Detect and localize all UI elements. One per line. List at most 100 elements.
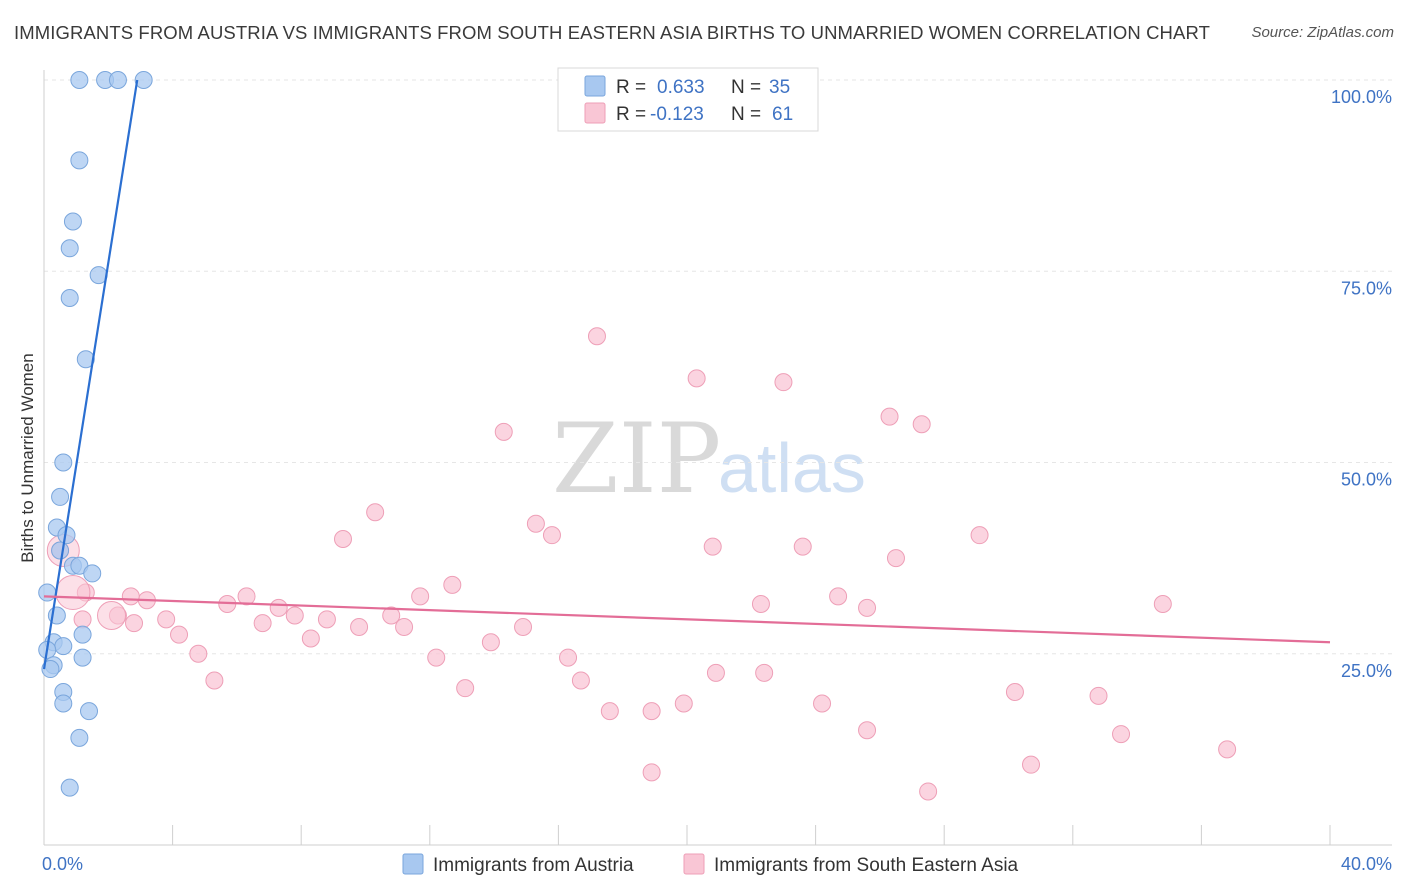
chart-title: IMMIGRANTS FROM AUSTRIA VS IMMIGRANTS FR… <box>14 22 1210 43</box>
legend-austria-r-label: R = <box>616 77 646 98</box>
seasia-point-53 <box>600 702 619 721</box>
austria-point-18 <box>38 583 57 602</box>
austria-point-2 <box>108 71 127 89</box>
austria-point-17 <box>83 564 102 583</box>
seasia-point-32 <box>317 610 336 629</box>
legend-seasia-r-label: R = <box>616 104 646 125</box>
seasia-point-27 <box>73 610 92 629</box>
austria-point-11 <box>51 487 70 506</box>
austria-point-28 <box>54 694 73 713</box>
seasia-point-6 <box>366 503 385 522</box>
austria-trend-line <box>42 79 139 670</box>
seasia-point-54 <box>642 702 661 721</box>
seasia-point-56 <box>1112 725 1131 744</box>
seasia-point-34 <box>350 617 369 636</box>
austria-point-31 <box>60 778 79 797</box>
seasia-point-21 <box>237 587 256 606</box>
seasia-point-58 <box>1022 755 1041 774</box>
legend-seasia-r-value: -0.123 <box>650 104 704 125</box>
axes <box>43 70 1392 846</box>
trend-lines <box>42 79 1331 670</box>
seasia-point-16 <box>411 587 430 606</box>
austria-point-20 <box>73 625 92 644</box>
seasia-point-4 <box>880 407 899 426</box>
legend-austria-n-label: N = <box>731 77 761 98</box>
seasia-point-7 <box>526 514 545 533</box>
seasia-point-12 <box>793 537 812 556</box>
x-ticks <box>172 825 1331 845</box>
x-tick-labels: 0.0% 40.0% <box>42 854 1392 874</box>
seasia-point-31 <box>382 606 401 625</box>
seasia-point-55 <box>858 721 877 740</box>
austria-point-6 <box>60 239 79 258</box>
seasia-point-40 <box>481 633 500 652</box>
y-tick-label-3: 100.0% <box>1331 87 1392 107</box>
watermark-zip: ZIP <box>552 403 721 515</box>
seasia-point-0 <box>587 327 606 346</box>
legend-austria-r-value: 0.633 <box>657 77 705 98</box>
seasia-point-8 <box>542 526 561 545</box>
seasia-point-41 <box>189 644 208 663</box>
seasia-point-19 <box>858 598 877 617</box>
seasia-point-9 <box>333 530 352 548</box>
seasia-point-10 <box>970 526 989 545</box>
seasia-point-45 <box>755 663 774 682</box>
seasia-point-29 <box>157 610 176 629</box>
legend-stats: R = 0.633 N = 35 R = -0.123 N = 61 <box>557 67 819 132</box>
legend-bottom-seasia-label: Immigrants from South Eastern Asia <box>714 855 1019 876</box>
legend-bottom-seasia-swatch <box>683 853 705 875</box>
y-axis-label: Births to Unmarried Women <box>18 353 37 562</box>
seasia-point-5 <box>912 415 931 434</box>
seasia-point-44 <box>706 663 725 682</box>
seasia-point-20 <box>1153 595 1172 614</box>
austria-point-24 <box>73 648 92 667</box>
seasia-point-60 <box>919 782 938 801</box>
y-tick-labels: 25.0% 50.0% 75.0% 100.0% <box>1331 87 1392 681</box>
seasia-point-49 <box>1005 683 1024 701</box>
seasia-cluster-1 <box>55 575 91 611</box>
watermark: ZIP atlas <box>552 403 866 515</box>
seasia-point-2 <box>774 373 793 392</box>
x-tick-label-1: 40.0% <box>1341 854 1392 874</box>
legend-austria-swatch <box>584 75 606 97</box>
seasia-point-3 <box>494 422 513 441</box>
austria-point-4 <box>70 151 89 170</box>
austria-point-26 <box>41 660 60 679</box>
seasia-point-39 <box>301 629 320 648</box>
seasia-point-59 <box>642 763 661 782</box>
series-seasia-points <box>46 327 1237 801</box>
seasia-point-15 <box>443 575 462 594</box>
austria-point-9 <box>76 350 95 369</box>
austria-point-5 <box>63 212 82 231</box>
y-tick-label-0: 25.0% <box>1341 661 1392 681</box>
y-tick-label-1: 50.0% <box>1341 470 1392 490</box>
y-tick-label-2: 75.0% <box>1341 278 1392 298</box>
legend-bottom-austria-label: Immigrants from Austria <box>433 855 634 876</box>
seasia-point-11 <box>703 537 722 556</box>
seasia-point-18 <box>751 595 770 614</box>
seasia-point-37 <box>125 614 144 633</box>
seasia-point-48 <box>571 671 590 690</box>
seasia-point-38 <box>170 625 189 644</box>
seasia-point-35 <box>395 617 414 636</box>
austria-point-22 <box>54 637 73 656</box>
gridlines <box>44 79 1392 655</box>
austria-point-0 <box>70 71 89 89</box>
seasia-point-1 <box>687 369 706 388</box>
seasia-point-57 <box>1218 740 1237 759</box>
legend-bottom: Immigrants from Austria Immigrants from … <box>402 853 1019 876</box>
seasia-point-52 <box>674 694 693 713</box>
seasia-point-46 <box>205 671 224 690</box>
austria-point-14 <box>51 541 70 560</box>
legend-austria-n-value: 35 <box>769 77 790 98</box>
legend-bottom-austria-swatch <box>402 853 424 875</box>
watermark-atlas: atlas <box>718 429 866 507</box>
austria-point-29 <box>80 702 99 721</box>
legend-seasia-n-label: N = <box>731 104 761 125</box>
seasia-point-50 <box>1089 686 1108 705</box>
seasia-point-33 <box>253 614 272 633</box>
seasia-point-42 <box>427 648 446 667</box>
seasia-point-36 <box>514 617 533 636</box>
seasia-point-13 <box>886 549 905 568</box>
